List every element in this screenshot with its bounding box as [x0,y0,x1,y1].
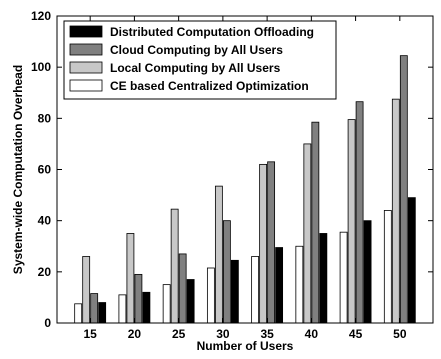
bar-1-30 [214,185,223,324]
legend: Distributed Computation Offloading Cloud … [63,20,337,100]
bar-0-30 [206,267,215,324]
bar-1-40 [303,143,312,324]
y-tick-label: 120 [31,9,51,23]
bar-2-30 [222,220,231,324]
bar-2-35 [267,161,276,324]
y-tick-label: 100 [31,60,51,74]
bar-1-35 [259,163,268,324]
bar-2-15 [90,293,99,324]
legend-label: Distributed Computation Offloading [110,25,314,39]
legend-label: Cloud Computing by All Users [110,43,283,57]
y-axis-label: System-wide Computation Overhead [11,65,25,274]
y-tick-label: 80 [38,111,52,125]
legend-label: CE based Centralized Optimization [110,79,309,93]
bar-1-45 [347,119,356,324]
bar-3-25 [186,279,195,324]
x-tick-label: 25 [172,327,186,341]
bar-0-25 [162,284,171,324]
bars-layer [74,55,416,324]
legend-swatch [69,61,103,74]
bar-0-50 [383,210,392,324]
bar-1-25 [170,208,179,324]
bar-1-20 [126,233,135,324]
legend-label: Local Computing by All Users [110,61,281,75]
y-tick-label: 40 [38,214,52,228]
bar-0-35 [251,256,260,324]
bar-2-45 [355,101,364,324]
legend-swatch [69,43,103,56]
bar-0-15 [74,303,83,324]
bar-3-30 [230,259,239,324]
y-tick-label: 60 [38,163,52,177]
bar-0-45 [339,231,348,324]
bar-3-35 [275,247,284,324]
bar-3-15 [98,302,107,324]
x-tick-label: 30 [216,327,230,341]
bar-2-25 [178,253,187,324]
legend-box [63,20,337,100]
x-tick-label: 20 [128,327,142,341]
x-tick-label: 40 [305,327,319,341]
x-tick-label: 15 [83,327,97,341]
bar-1-50 [391,98,400,324]
bar-3-20 [142,291,151,324]
bar-0-40 [295,245,304,324]
ticks-layer: 0 20 40 60 80 100 120 15 20 25 30 35 40 45 50 [31,9,433,341]
x-tick-label: 50 [393,327,407,341]
legend-swatch [69,25,103,38]
y-tick-label: 0 [44,316,51,330]
bar-0-20 [118,294,127,324]
bar-2-40 [311,121,320,324]
bar-3-45 [363,220,372,324]
bar-2-20 [134,273,143,324]
y-tick-label: 20 [38,265,52,279]
x-axis-label: Number of Users [197,339,294,353]
bar-2-50 [399,55,408,324]
x-tick-label: 45 [349,327,363,341]
x-tick-label: 35 [260,327,274,341]
legend-swatch [69,79,103,92]
bar-3-50 [407,197,416,324]
bar-3-40 [319,233,328,324]
bar-1-15 [82,256,91,324]
